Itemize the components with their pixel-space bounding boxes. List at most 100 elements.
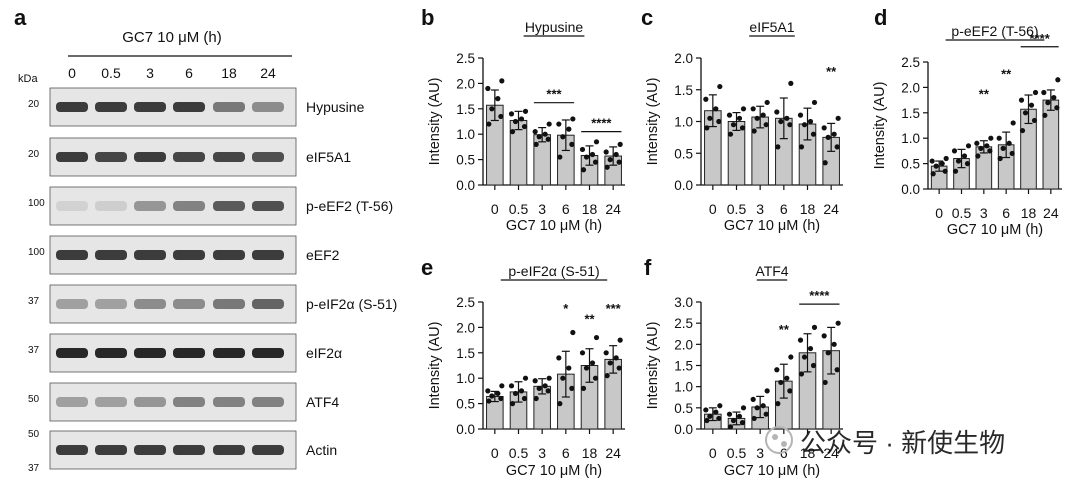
blot-band [134,348,166,358]
y-tick-label: 2.0 [674,51,693,66]
lane-label: 0 [68,65,76,81]
data-point [589,151,596,158]
data-point [533,141,539,147]
x-tick-label: 6 [780,201,788,217]
data-point [556,355,562,361]
data-point [822,379,828,386]
data-point [727,424,734,430]
significance-label: ** [1001,66,1012,81]
blot-band [134,102,166,112]
data-point [716,415,722,422]
data-point [984,143,990,149]
y-tick-label: 1.0 [901,131,920,146]
blot-band [56,445,88,455]
blot-marker-label: 37 [28,345,40,356]
data-point [736,115,743,121]
data-point [592,375,599,381]
data-point [987,148,993,154]
data-point [943,155,949,162]
data-point [754,405,760,411]
data-point [532,129,538,135]
data-point [821,125,827,131]
data-point [764,388,770,394]
data-point [787,388,793,394]
data-point [536,385,542,391]
data-point [1010,120,1016,126]
data-point [569,385,575,391]
data-point [521,395,528,402]
data-point [784,115,790,121]
data-point [955,158,962,164]
x-tick-label: 18 [582,445,598,461]
data-point [740,106,747,112]
blot-band [252,348,284,358]
data-point [617,141,623,147]
data-point [825,134,831,140]
data-point [1019,127,1026,134]
x-tick-label: 18 [1021,205,1037,221]
watermark-text: 公众号 · 新使生物 [800,428,1005,458]
data-point [798,371,805,377]
blot-band [252,152,284,162]
blot-band [213,152,245,162]
data-point [807,345,814,352]
data-point [570,329,576,336]
panel-d-letter: d [874,5,887,30]
data-point [835,115,841,121]
data-point [933,163,939,169]
data-point [825,350,831,356]
data-point [603,350,609,356]
blot-band [173,397,205,407]
watermark-logo-dot [772,434,778,440]
data-point [1000,145,1006,151]
y-axis-label: Intensity (AU) [645,322,661,410]
data-point [489,393,495,399]
data-point [498,113,504,120]
data-point [750,396,756,402]
blot-band [56,348,88,358]
data-point [499,383,505,389]
data-point [713,409,719,415]
x-tick-label: 3 [980,205,988,221]
data-point [703,407,709,413]
blot-band [173,348,205,358]
y-axis-label: Intensity (AU) [872,82,888,170]
x-tick-label: 6 [562,445,570,461]
blot-treatment-label: GC7 10 μM (h) [122,29,222,46]
data-point [542,131,548,137]
x-tick-label: 0.5 [952,205,972,221]
data-point [784,375,790,381]
data-point [495,390,501,397]
blot-band [173,445,205,455]
data-point [704,125,710,131]
data-point [939,161,945,167]
x-axis-label: GC7 10 μM (h) [506,463,602,479]
blot-marker-label: 100 [28,198,45,209]
data-point [616,159,622,165]
data-point [560,134,566,140]
data-point [760,403,766,409]
data-point [617,337,623,343]
y-tick-label: 3.0 [674,295,693,310]
blot-band [173,201,205,211]
blot-band [56,250,88,260]
data-point [592,159,599,165]
data-point [929,158,935,164]
data-point [1045,100,1051,106]
data-point [763,411,769,417]
significance-label: * [563,301,569,316]
data-point [797,112,804,118]
data-point [997,155,1003,162]
blot-band [173,102,205,112]
data-point [750,106,756,112]
data-point [542,383,548,389]
data-point [798,144,805,150]
blot-protein-label: ATF4 [306,394,339,410]
data-point [593,139,600,145]
x-tick-label: 0.5 [509,201,529,217]
blot-marker-label: 20 [28,99,40,110]
data-point [593,334,600,341]
data-point [1022,110,1029,116]
panel-e-letter: e [421,255,433,280]
